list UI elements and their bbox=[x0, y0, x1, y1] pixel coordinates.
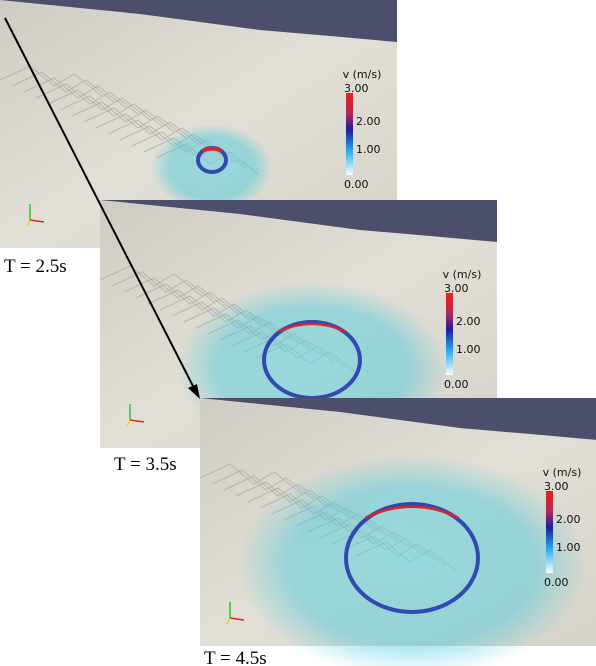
colorbar-tick-label: 2.00 bbox=[456, 315, 481, 328]
colorbar-tick-label: 2.00 bbox=[556, 513, 581, 526]
colorbar-tick-label: 1.00 bbox=[356, 143, 381, 156]
wave-peak bbox=[201, 146, 223, 153]
colorbar bbox=[346, 93, 353, 175]
time-arrow-head bbox=[188, 384, 200, 399]
wave-peak bbox=[277, 322, 347, 333]
colorbar-tick-label: 0.00 bbox=[444, 378, 469, 391]
time-label: T = 3.5s bbox=[114, 454, 177, 475]
axis-z bbox=[26, 219, 31, 227]
snapshot-panel: v (m/s)3.00 2.00 1.00 0.00 bbox=[199, 398, 596, 666]
wave-glow bbox=[151, 123, 273, 213]
colorbar-tick-label: 0.00 bbox=[544, 576, 569, 589]
colorbar-tick-label: 3.00 bbox=[444, 282, 469, 295]
time-arrow bbox=[4, 17, 196, 391]
colorbar-tick-label: 1.00 bbox=[456, 343, 481, 356]
colorbar-tick-label: 3.00 bbox=[544, 480, 569, 493]
time-label: T = 4.5s bbox=[204, 648, 267, 666]
axis-x bbox=[129, 419, 145, 423]
colorbar bbox=[546, 491, 553, 573]
colorbar-title: v (m/s) bbox=[443, 268, 482, 281]
sky bbox=[100, 200, 497, 242]
sky bbox=[200, 398, 596, 440]
colorbar bbox=[446, 293, 453, 375]
colorbar-tick-label: 2.00 bbox=[356, 115, 381, 128]
wave-front bbox=[344, 502, 480, 614]
axis-x bbox=[29, 219, 45, 223]
time-label: T = 2.5s bbox=[4, 256, 67, 277]
axis-z bbox=[226, 617, 231, 625]
colorbar-tick-label: 3.00 bbox=[344, 82, 369, 95]
axis-x bbox=[229, 617, 245, 621]
colorbar-tick-label: 0.00 bbox=[344, 178, 369, 191]
wave-peak bbox=[365, 505, 459, 519]
sky bbox=[0, 0, 397, 42]
colorbar-title: v (m/s) bbox=[543, 466, 582, 479]
axis-z bbox=[126, 419, 131, 427]
colorbar-title: v (m/s) bbox=[343, 68, 382, 81]
wave-glow bbox=[236, 454, 588, 666]
colorbar-tick-label: 1.00 bbox=[556, 541, 581, 554]
